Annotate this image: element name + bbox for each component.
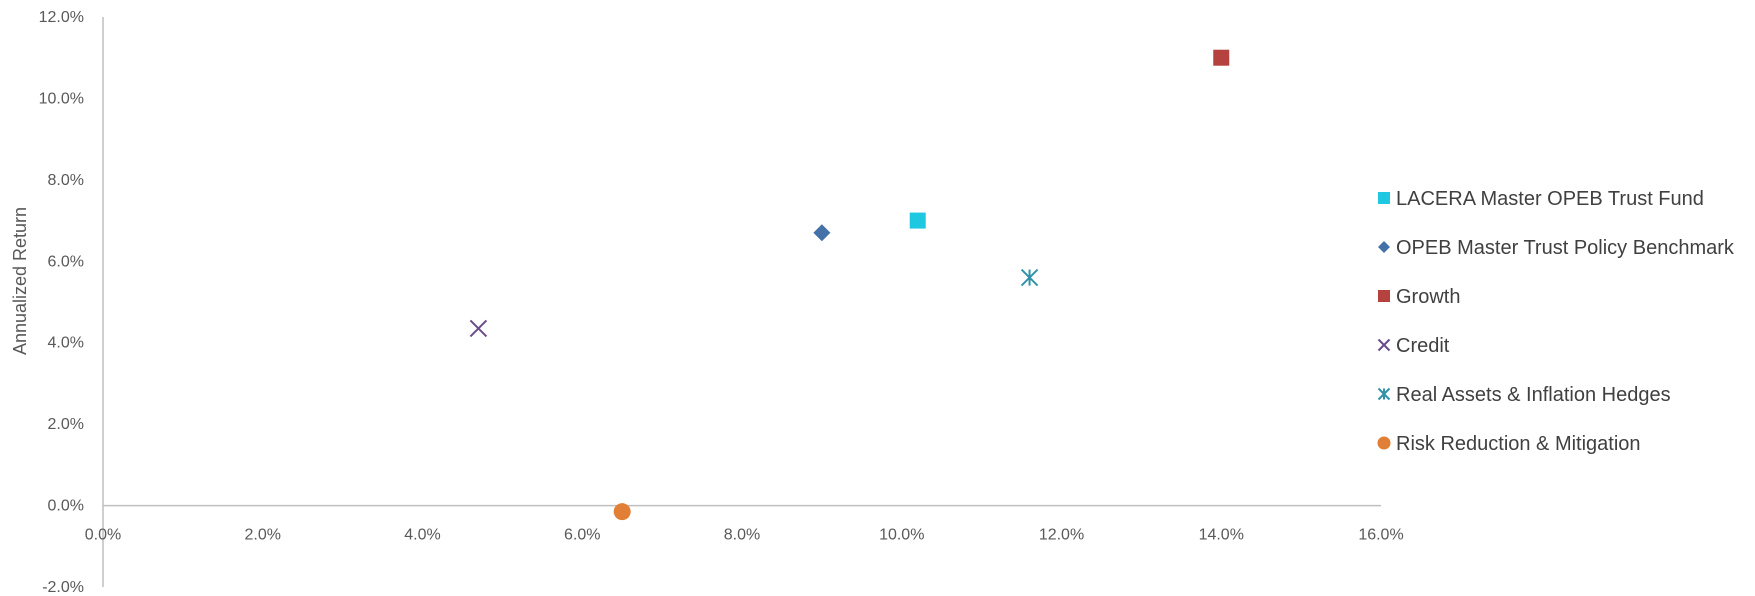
x-tick-label: 4.0% xyxy=(404,527,440,544)
data-point xyxy=(469,319,488,338)
legend-marker xyxy=(1378,241,1390,253)
legend-marker xyxy=(1377,436,1391,450)
data-points xyxy=(469,49,1230,521)
x-tick-label: 16.0% xyxy=(1358,527,1403,544)
x-tick-label: 10.0% xyxy=(879,527,924,544)
legend-label: OPEB Master Trust Policy Benchmark xyxy=(1396,237,1735,259)
y-tick-label: 2.0% xyxy=(48,416,84,433)
data-point xyxy=(613,503,631,521)
data-point xyxy=(813,224,831,242)
legend-label: Growth xyxy=(1396,286,1460,308)
x-tick-labels: 0.0% 2.0% 4.0% 6.0% 8.0% 10.0% 12.0% 14.0% 16.0% xyxy=(85,527,1404,544)
x-tick-label: 12.0% xyxy=(1039,527,1084,544)
axes xyxy=(102,17,1381,587)
legend-label: Credit xyxy=(1396,335,1450,357)
legend-item: Real Assets & Inflation Hedges xyxy=(1377,384,1671,406)
legend-marker xyxy=(1378,290,1390,302)
x-tick-label: 6.0% xyxy=(564,527,600,544)
y-tick-label: 6.0% xyxy=(48,253,84,270)
legend-label: LACERA Master OPEB Trust Fund xyxy=(1396,188,1704,210)
y-tick-label: -2.0% xyxy=(42,579,84,596)
y-tick-label: 10.0% xyxy=(39,90,84,107)
legend-item: LACERA Master OPEB Trust Fund xyxy=(1378,188,1704,210)
y-tick-labels: -2.0% 0.0% 2.0% 4.0% 6.0% 8.0% 10.0% 12.0% xyxy=(39,9,84,596)
y-tick-label: 4.0% xyxy=(48,335,84,352)
y-tick-label: 0.0% xyxy=(48,498,84,515)
x-tick-label: 14.0% xyxy=(1199,527,1244,544)
legend-marker xyxy=(1377,387,1391,401)
legend-marker xyxy=(1378,192,1390,204)
legend-item: Risk Reduction & Mitigation xyxy=(1377,433,1641,455)
x-tick-label: 0.0% xyxy=(85,527,121,544)
y-tick-label: 12.0% xyxy=(39,9,84,26)
x-tick-label: 2.0% xyxy=(245,527,281,544)
data-point xyxy=(1213,49,1230,66)
legend: LACERA Master OPEB Trust Fund OPEB Master… xyxy=(1377,188,1735,455)
legend-label: Risk Reduction & Mitigation xyxy=(1396,433,1641,455)
data-point xyxy=(1020,268,1039,287)
y-axis-title: Annualized Return xyxy=(10,207,30,355)
legend-label: Real Assets & Inflation Hedges xyxy=(1396,384,1671,406)
x-tick-label: 8.0% xyxy=(724,527,760,544)
data-point xyxy=(909,212,926,229)
legend-marker xyxy=(1377,338,1391,352)
legend-item: OPEB Master Trust Policy Benchmark xyxy=(1378,237,1735,259)
legend-item: Credit xyxy=(1377,335,1450,357)
legend-item: Growth xyxy=(1378,286,1460,308)
y-tick-label: 8.0% xyxy=(48,172,84,189)
